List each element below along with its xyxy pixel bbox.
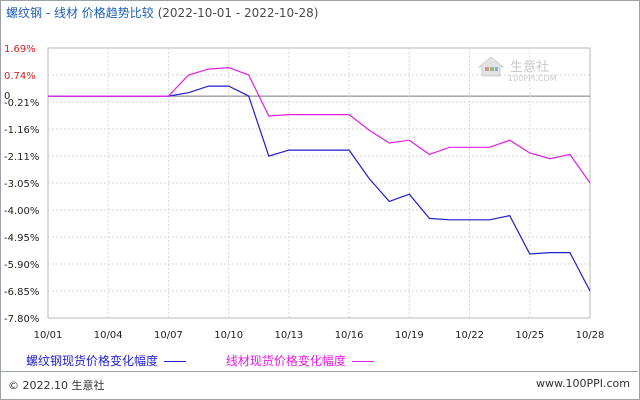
x-tick-label: 10/28 — [576, 330, 605, 341]
legend-swatch-wire-rod — [351, 361, 374, 362]
house-logo-icon — [478, 56, 504, 77]
y-tick-label: -2.11% — [4, 152, 39, 163]
y-tick-label: -4.00% — [4, 206, 39, 217]
x-tick-label: 10/16 — [335, 330, 364, 341]
x-tick-label: 10/04 — [94, 330, 123, 341]
legend-swatch-rebar — [164, 361, 187, 362]
grid — [47, 47, 591, 319]
chart-title: 螺纹钢 - 线材 价格趋势比较 (2022-10-01 - 2022-10-28… — [6, 4, 318, 21]
watermark: 生意社 100PPI.COM — [478, 56, 557, 83]
series-lines — [48, 66, 591, 292]
x-tick-label: 10/07 — [154, 330, 183, 341]
legend: 螺纹钢现货价格变化幅度 线材现货价格变化幅度 — [26, 352, 410, 369]
y-tick-label: 1.69% — [4, 44, 36, 55]
y-tick-label: -6.85% — [4, 287, 39, 298]
chart-title-text: 螺纹钢 - 线材 价格趋势比较 — [6, 6, 154, 20]
y-tick-label: -5.90% — [4, 260, 39, 271]
y-tick-labels: 1.69% 0.74% -0.21% -1.16% -2.11% -3.05% -4.00%… — [4, 44, 39, 325]
y-tick-label: -1.16% — [4, 125, 39, 136]
x-tick-label: 10/25 — [515, 330, 544, 341]
y-tick-label: -7.80% — [4, 314, 39, 325]
legend-item-wire-rod: 线材现货价格变化幅度 — [226, 352, 374, 369]
y-tick-label: -4.95% — [4, 233, 39, 244]
y-tick-label: 0.74% — [4, 71, 36, 82]
footer-copyright: © 2022.10 生意社 — [8, 379, 105, 392]
legend-label-rebar: 螺纹钢现货价格变化幅度 — [26, 354, 159, 368]
legend-label-wire-rod: 线材现货价格变化幅度 — [225, 354, 346, 368]
series-line-rebar — [48, 85, 591, 292]
x-tick-label: 10/01 — [34, 330, 63, 341]
y-tick-label: -0.21% — [4, 98, 39, 109]
legend-item-rebar: 螺纹钢现货价格变化幅度 — [26, 352, 187, 369]
x-tick-label: 10/19 — [395, 330, 424, 341]
footer-divider — [0, 371, 638, 372]
x-tick-label: 10/10 — [214, 330, 243, 341]
watermark-site: 100PPI.COM — [508, 74, 557, 83]
chart-date-range: (2022-10-01 - 2022-10-28) — [157, 6, 319, 20]
footer-website: www.100PPI.com — [536, 377, 630, 390]
series-line-wire-rod — [48, 66, 591, 184]
watermark-brand: 生意社 — [510, 60, 550, 75]
y-tick-label: -3.05% — [4, 179, 39, 190]
zero-label: 0 — [4, 91, 10, 102]
x-tick-label: 10/22 — [455, 330, 484, 341]
x-tick-labels: 10/01 10/04 10/07 10/10 10/13 10/16 10/19 10/22… — [34, 330, 605, 341]
x-tick-label: 10/13 — [274, 330, 303, 341]
